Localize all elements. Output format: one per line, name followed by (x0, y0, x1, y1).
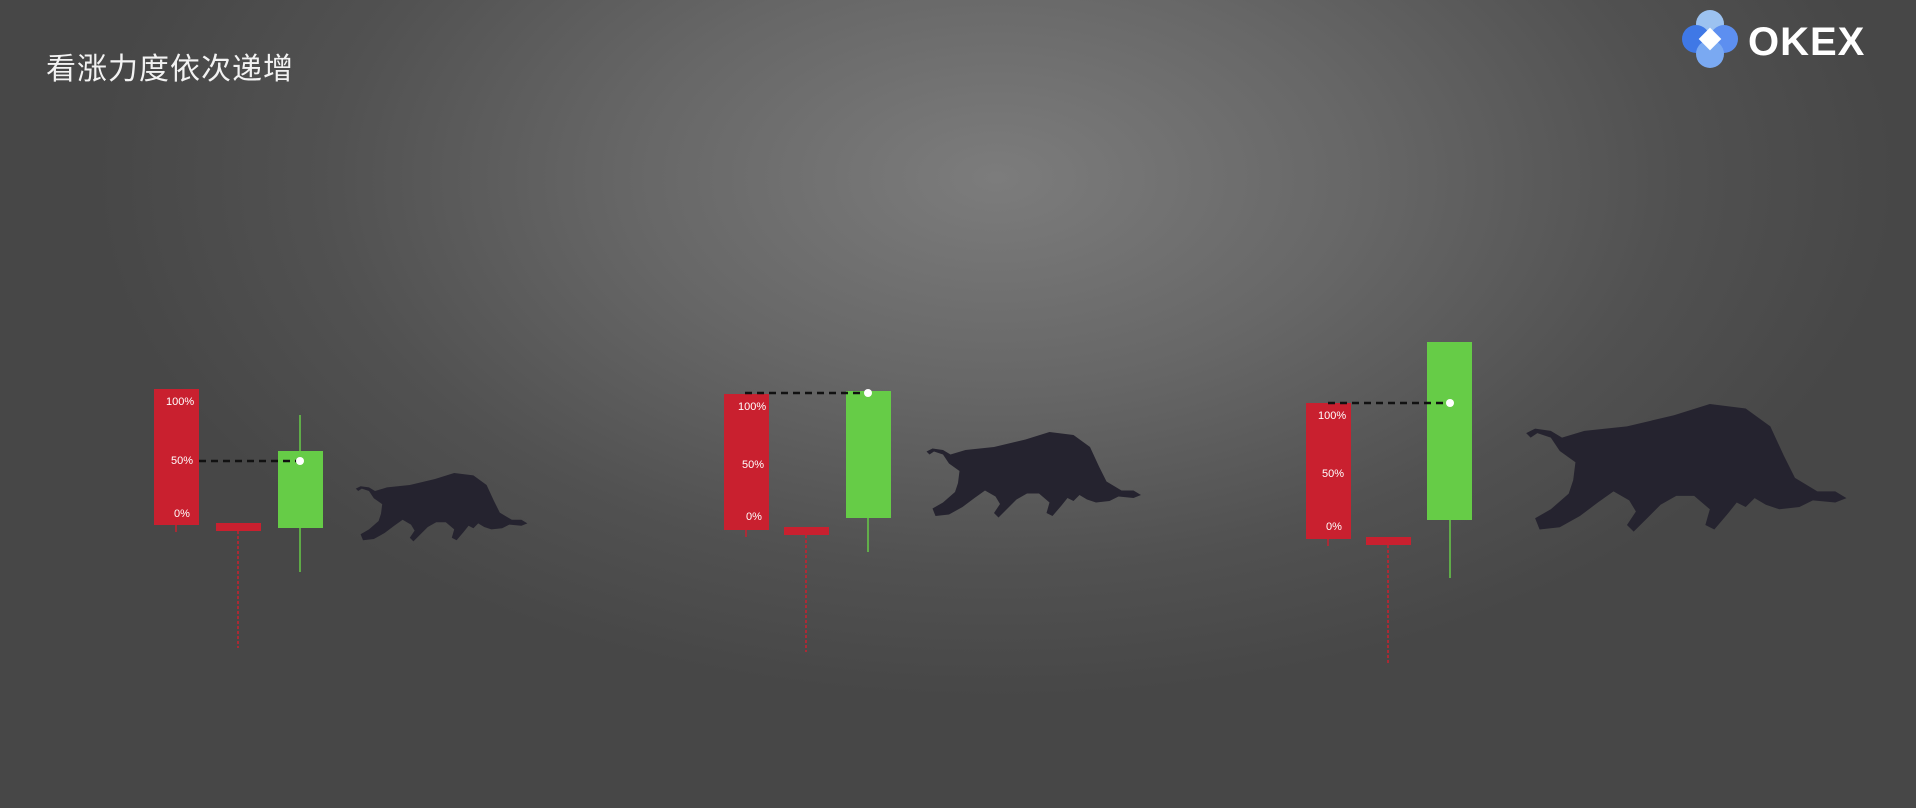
bull-candle-body (1427, 342, 1472, 520)
level-label-100: 100% (1318, 410, 1346, 422)
bull-silhouette-icon (926, 432, 1141, 518)
doji-candle-body (784, 527, 829, 535)
level-label-0: 0% (746, 511, 762, 523)
okex-diamond-logo-icon (1682, 10, 1738, 68)
half-level-marker (296, 457, 304, 465)
bull-silhouette-icon (355, 473, 528, 542)
group-medium: 100% 50% 0% (724, 389, 1141, 652)
level-label-50: 50% (742, 459, 764, 471)
prior-high-marker (1446, 399, 1454, 407)
group-strong: 100% 50% 0% (1306, 342, 1847, 664)
group-weak: 100% 50% 0% (154, 389, 528, 648)
bear-candle-body (154, 389, 199, 525)
doji-candle-body (216, 523, 261, 531)
bull-candle-body (846, 391, 891, 518)
bear-candle-body (1306, 403, 1351, 539)
level-label-0: 0% (1326, 521, 1342, 533)
level-label-50: 50% (171, 455, 193, 467)
logo-text: OKEX (1748, 20, 1866, 64)
okex-logo: OKEX (1670, 4, 1870, 76)
doji-candle-body (1366, 537, 1411, 545)
bear-candle-body (724, 394, 769, 530)
level-label-100: 100% (166, 396, 194, 408)
full-level-marker (864, 389, 872, 397)
level-label-0: 0% (174, 508, 190, 520)
bull-silhouette-icon (1526, 404, 1847, 532)
level-label-50: 50% (1322, 468, 1344, 480)
page-title: 看涨力度依次递增 (46, 52, 294, 87)
level-label-100: 100% (738, 401, 766, 413)
